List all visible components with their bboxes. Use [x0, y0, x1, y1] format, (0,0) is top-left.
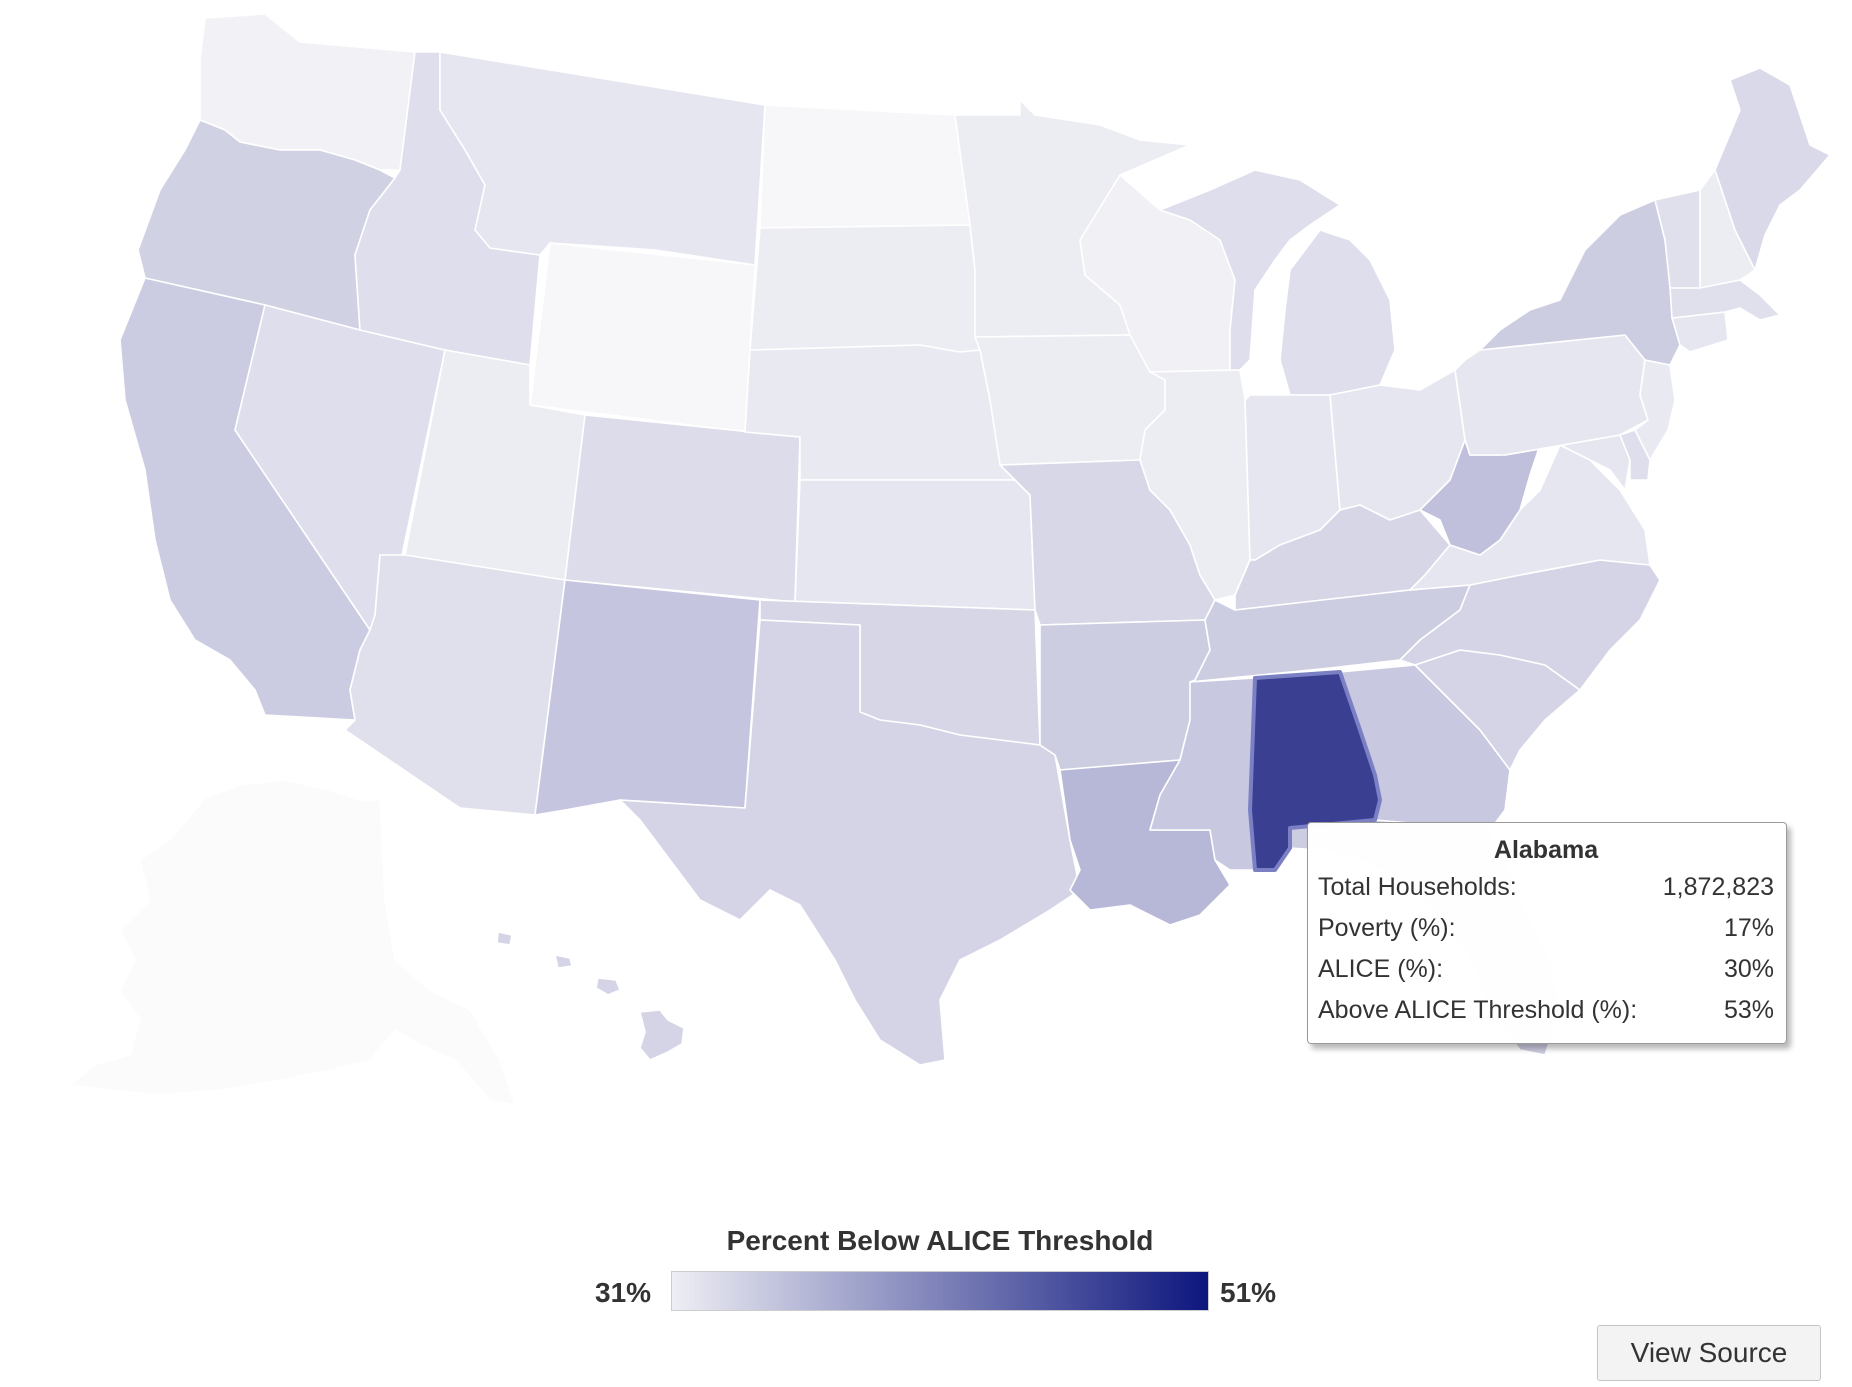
- state-new-york[interactable]: [1479, 199, 1681, 366]
- tooltip-label: Poverty (%):: [1318, 914, 1456, 942]
- state-hawaii-island-3[interactable]: [554, 954, 573, 969]
- state-new-jersey[interactable]: [1634, 359, 1676, 461]
- view-source-button[interactable]: View Source: [1597, 1325, 1821, 1381]
- tooltip-value: 30%: [1723, 955, 1774, 983]
- state-alaska[interactable]: [69, 779, 516, 1106]
- state-texas[interactable]: [619, 619, 1081, 1066]
- state-hawaii-island-2[interactable]: [595, 977, 621, 996]
- state-wyoming[interactable]: [529, 242, 756, 433]
- state-montana[interactable]: [439, 51, 766, 266]
- state-kansas[interactable]: [794, 479, 1036, 611]
- tooltip-title: Alabama: [1493, 836, 1599, 864]
- tooltip-row-alice: ALICE (%): 30%: [1318, 949, 1774, 990]
- state-hawaii[interactable]: [639, 1009, 685, 1061]
- tooltip-label: Above ALICE Threshold (%):: [1318, 996, 1638, 1024]
- tooltip-label: Total Households:: [1318, 873, 1517, 901]
- tooltip-row-above-alice: Above ALICE Threshold (%): 53%: [1318, 990, 1774, 1031]
- state-north-dakota[interactable]: [759, 104, 971, 229]
- tooltip-row-total-households: Total Households: 1,872,823: [1318, 867, 1774, 908]
- color-legend: Percent Below ALICE Threshold 31% 51%: [560, 1225, 1320, 1315]
- legend-gradient-bar: [671, 1271, 1209, 1311]
- tooltip-value: 53%: [1723, 996, 1774, 1024]
- state-connecticut[interactable]: [1671, 311, 1729, 353]
- legend-min-label: 31%: [595, 1277, 652, 1308]
- state-north-carolina[interactable]: [1399, 559, 1661, 691]
- legend-title: Percent Below ALICE Threshold: [726, 1225, 1154, 1256]
- state-arizona[interactable]: [344, 554, 566, 816]
- state-iowa[interactable]: [974, 334, 1166, 466]
- state-massachusetts[interactable]: [1669, 279, 1781, 321]
- tooltip-label: ALICE (%):: [1318, 955, 1444, 983]
- tooltip-value: 1,872,823: [1662, 873, 1774, 901]
- tooltip-value: 17%: [1723, 914, 1774, 942]
- state-new-mexico[interactable]: [534, 579, 761, 816]
- state-colorado[interactable]: [564, 414, 801, 603]
- state-hawaii-island-4[interactable]: [496, 931, 513, 946]
- state-south-dakota[interactable]: [749, 224, 981, 353]
- state-michigan[interactable]: [1159, 169, 1396, 396]
- legend-max-label: 51%: [1220, 1277, 1277, 1308]
- tooltip-row-poverty: Poverty (%): 17%: [1318, 908, 1774, 949]
- state-tooltip: Alabama Total Households: 1,872,823 Pove…: [1307, 822, 1787, 1044]
- state-maine[interactable]: [1714, 67, 1831, 271]
